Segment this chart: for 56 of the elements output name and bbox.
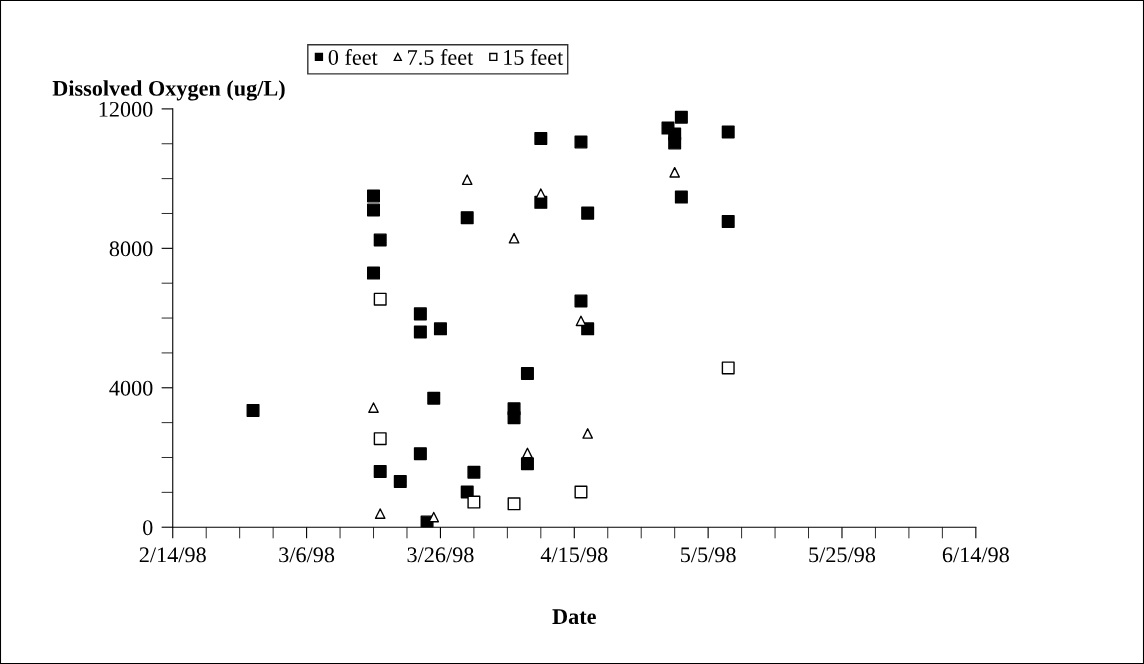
x-tick-label: 4/15/98 [540,547,608,563]
point [721,361,735,375]
point [460,211,474,225]
point [520,366,534,380]
point [427,391,441,405]
point [367,266,381,280]
point [574,135,588,149]
point [246,403,260,417]
y-axis-title: Dissolved Oxygen (ug/L) [52,80,285,101]
point [520,457,534,471]
point [507,497,521,511]
point [508,232,520,244]
x-tick-label: 2/14/98 [139,547,206,563]
point [581,206,595,220]
point [669,166,681,178]
x-tick-label: 3/6/98 [279,547,335,563]
point [507,411,521,425]
point [522,447,533,459]
point [393,475,407,489]
x-tick-label: 6/14/98 [942,547,1009,563]
point [467,465,481,479]
point [721,125,735,139]
point [413,447,427,461]
point [461,174,473,186]
x-tick-label: 3/26/98 [407,547,474,563]
point [534,132,548,146]
point [413,325,427,339]
y-tick-label: 8000 [109,241,153,257]
point [374,508,386,519]
point [574,485,588,499]
y-tick-label: 0 [143,520,153,536]
legend-label: 15 feet [504,49,564,65]
point [674,110,688,124]
x-axis-title: Date [552,609,596,625]
point [413,307,427,321]
point [582,428,594,439]
y-tick-label: 4000 [109,380,153,396]
point [433,322,447,336]
point [373,292,387,306]
point [467,495,481,509]
point [368,402,379,413]
legend-label: 0 feet [328,49,378,65]
point [721,214,735,228]
legend-label: 7.5 feet [408,49,474,66]
point [668,136,682,150]
point [581,322,595,336]
point [373,432,387,446]
point [674,190,688,204]
point [367,189,381,203]
x-tick-label: 5/5/98 [681,547,736,563]
x-tick-label: 5/25/98 [809,547,876,563]
point [373,464,387,478]
point [373,233,387,247]
point [574,294,588,308]
point [367,203,381,217]
y-tick-label: 12000 [99,101,153,117]
